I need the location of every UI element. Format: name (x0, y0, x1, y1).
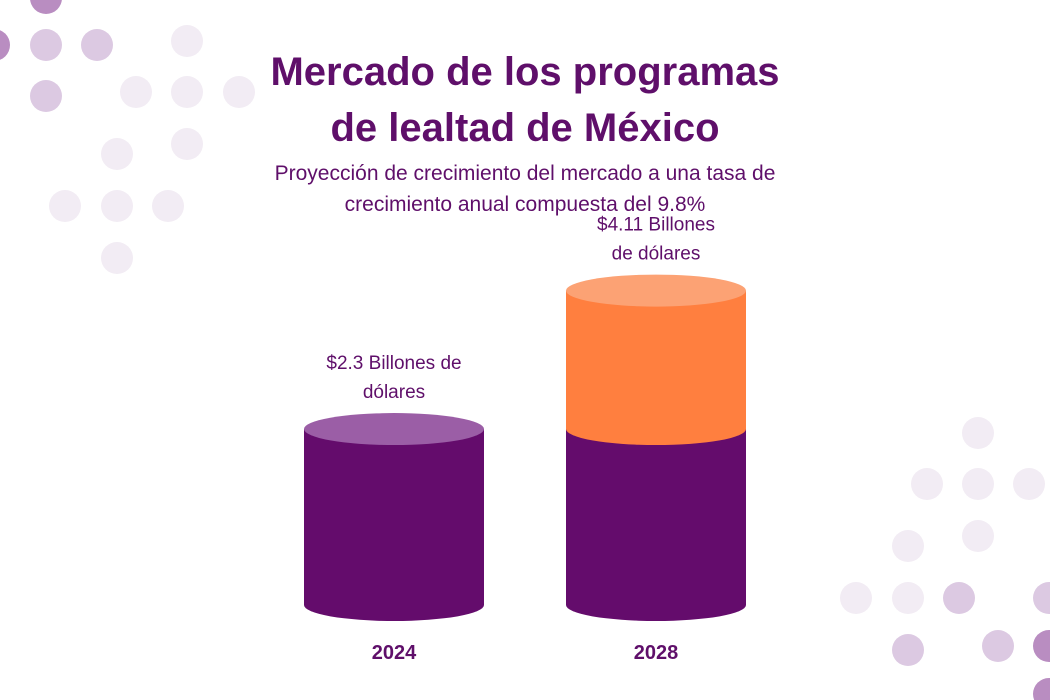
decorative-dot (30, 80, 62, 112)
data-label-line: de dólares (612, 244, 701, 265)
decorative-dot (962, 520, 994, 552)
data-label-2028: $4.11 Billones de dólares (597, 215, 715, 265)
decorative-dot (982, 630, 1014, 662)
x-tick-label-2028: 2028 (634, 642, 679, 664)
decorative-dot (892, 530, 924, 562)
decorative-dot (0, 30, 10, 60)
data-label-line: $2.3 Billones de (326, 353, 461, 374)
decorative-dot (171, 76, 203, 108)
decorative-dot (223, 76, 255, 108)
decorative-dot (171, 25, 203, 57)
bar-body-2024-body (304, 429, 484, 621)
decorative-dot (30, 0, 62, 14)
decorative-dot (943, 582, 975, 614)
decorative-dot (101, 242, 133, 274)
decorative-dot (1033, 678, 1050, 700)
decorative-dot (1033, 630, 1050, 662)
bar-base-2028-body (566, 429, 746, 621)
data-label-line: $4.11 Billones (597, 215, 715, 236)
decorative-dot (101, 190, 133, 222)
bar-body-2024 (304, 413, 484, 621)
decorative-dot (1033, 582, 1050, 614)
bar-2024 (304, 413, 484, 621)
decorative-dot (911, 468, 943, 500)
decorative-dot (171, 128, 203, 160)
decorative-dot (30, 29, 62, 61)
bar-growth-2028-top (566, 274, 746, 307)
x-tick-label-2024: 2024 (372, 642, 417, 664)
decorative-dot (892, 582, 924, 614)
decorative-dot (840, 582, 872, 614)
decorative-dot (962, 417, 994, 449)
title-line-1: Mercado de los programas (270, 50, 780, 94)
decorative-dot (81, 29, 113, 61)
decorative-dot (892, 634, 924, 666)
bar-2028 (566, 274, 746, 621)
decorative-dot (101, 138, 133, 170)
data-label-line: dólares (363, 382, 425, 403)
subtitle-line-2: crecimiento anual compuesta del 9.8% (344, 193, 706, 216)
bar-growth-2028 (566, 274, 746, 446)
decorative-dot (962, 468, 994, 500)
decorative-dot (120, 76, 152, 108)
decorative-dot (152, 190, 184, 222)
page-title: Mercado de los programas de lealtad de M… (0, 44, 1050, 156)
title-line-2: de lealtad de México (330, 106, 720, 150)
decorative-dot (49, 190, 81, 222)
bar-body-2024-top (304, 413, 484, 446)
bar-growth-2028-body (566, 290, 746, 446)
subtitle-line-1: Proyección de crecimiento del mercado a … (274, 162, 776, 185)
decorative-dot (1013, 468, 1045, 500)
subtitle: Proyección de crecimiento del mercado a … (0, 158, 1050, 220)
data-label-2024: $2.3 Billones de dólares (326, 353, 461, 403)
